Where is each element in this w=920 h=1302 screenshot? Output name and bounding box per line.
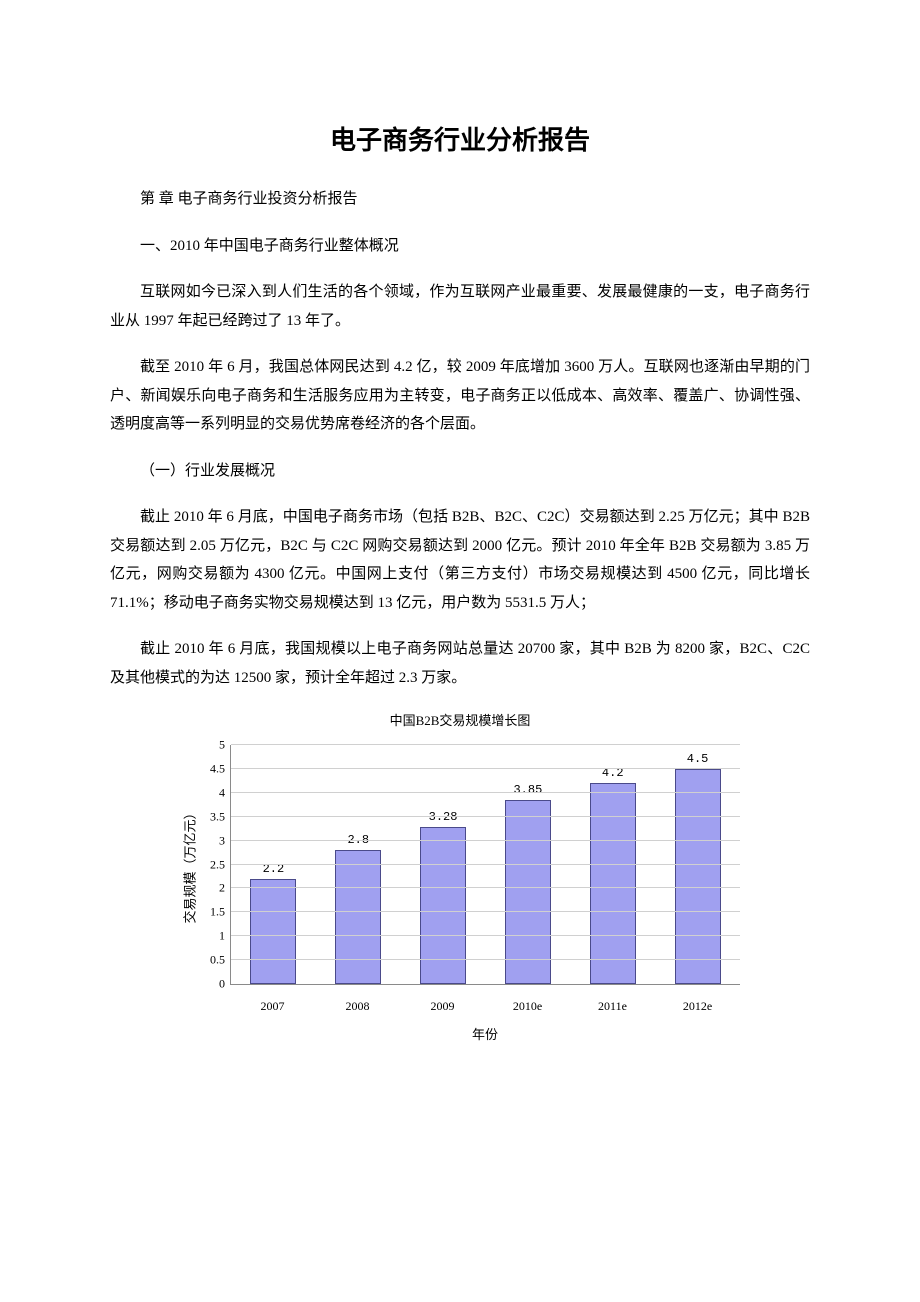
paragraph: 截至 2010 年 6 月，我国总体网民达到 4.2 亿，较 2009 年底增加…	[110, 353, 810, 439]
chart-bar	[590, 783, 636, 984]
chart-xtick-label: 2008	[315, 993, 400, 1014]
chart-ytick-label: 0	[219, 977, 231, 992]
chart-bar	[250, 879, 296, 984]
chart-y-axis-label: 交易规模（万亿元）	[180, 806, 199, 923]
chart-bar-slot: 3.28	[401, 745, 486, 984]
chart-plot-area: 交易规模（万亿元） 2.22.83.283.854.24.5 00.511.52…	[230, 745, 740, 985]
chapter-heading: 第 章 电子商务行业投资分析报告	[110, 185, 810, 214]
chart-bar	[420, 827, 466, 984]
chart-ytick-label: 1.5	[210, 905, 231, 920]
chart-xtick-label: 2012e	[655, 993, 740, 1014]
chart-bar	[505, 800, 551, 984]
chart-ytick-label: 5	[219, 738, 231, 753]
chart-ytick-label: 4.5	[210, 761, 231, 776]
subsection-heading: （一）行业发展概况	[110, 457, 810, 486]
chart-gridline	[231, 840, 740, 841]
chart-xtick-label: 2011e	[570, 993, 655, 1014]
chart-bar-slot: 2.2	[231, 745, 316, 984]
chart-bar-slot: 4.2	[570, 745, 655, 984]
chart-ytick-label: 3	[219, 833, 231, 848]
chart-ytick-label: 2.5	[210, 857, 231, 872]
chart-gridline	[231, 864, 740, 865]
chart-bar	[335, 850, 381, 984]
chart-bar	[675, 769, 721, 984]
chart-bars: 2.22.8 3.28 3.85 4.2 4.5	[231, 745, 740, 984]
chart-xtick-label: 2010e	[485, 993, 570, 1014]
chart-bar-slot: 3.85	[485, 745, 570, 984]
chart-xtick-label: 2009	[400, 993, 485, 1014]
paragraph: 截止 2010 年 6 月底，我国规模以上电子商务网站总量达 20700 家，其…	[110, 635, 810, 692]
chart-ytick-label: 2	[219, 881, 231, 896]
chart-gridline	[231, 816, 740, 817]
paragraph: 截止 2010 年 6 月底，中国电子商务市场（包括 B2B、B2C、C2C）交…	[110, 503, 810, 617]
chart-ytick-label: 3.5	[210, 809, 231, 824]
chart-bar-value-label: 3.28	[429, 810, 458, 824]
chart-gridline	[231, 887, 740, 888]
chart-gridline	[231, 744, 740, 745]
paragraph: 互联网如今已深入到人们生活的各个领域，作为互联网产业最重要、发展最健康的一支，电…	[110, 278, 810, 335]
b2b-chart: 中国B2B交易规模增长图 交易规模（万亿元） 2.22.8 3.28 3.85 4.2…	[180, 710, 740, 1043]
chart-xtick-label: 2007	[230, 993, 315, 1014]
chart-ytick-label: 4	[219, 785, 231, 800]
chart-gridline	[231, 768, 740, 769]
chart-bar-slot: 4.5	[655, 745, 740, 984]
chart-gridline	[231, 911, 740, 912]
chart-gridline	[231, 792, 740, 793]
chart-title: 中国B2B交易规模增长图	[180, 710, 740, 729]
chart-bar-value-label: 4.5	[687, 752, 709, 766]
chart-ytick-label: 0.5	[210, 953, 231, 968]
chart-bar-slot: 2.8	[316, 745, 401, 984]
section-heading: 一、2010 年中国电子商务行业整体概况	[110, 232, 810, 261]
chart-bar-value-label: 3.85	[513, 783, 542, 797]
chart-gridline	[231, 935, 740, 936]
chart-gridline	[231, 959, 740, 960]
doc-title: 电子商务行业分析报告	[110, 120, 810, 157]
chart-x-labels: 2007200820092010e2011e2012e	[230, 993, 740, 1014]
chart-ytick-label: 1	[219, 929, 231, 944]
chart-x-axis-label: 年份	[230, 1024, 740, 1043]
